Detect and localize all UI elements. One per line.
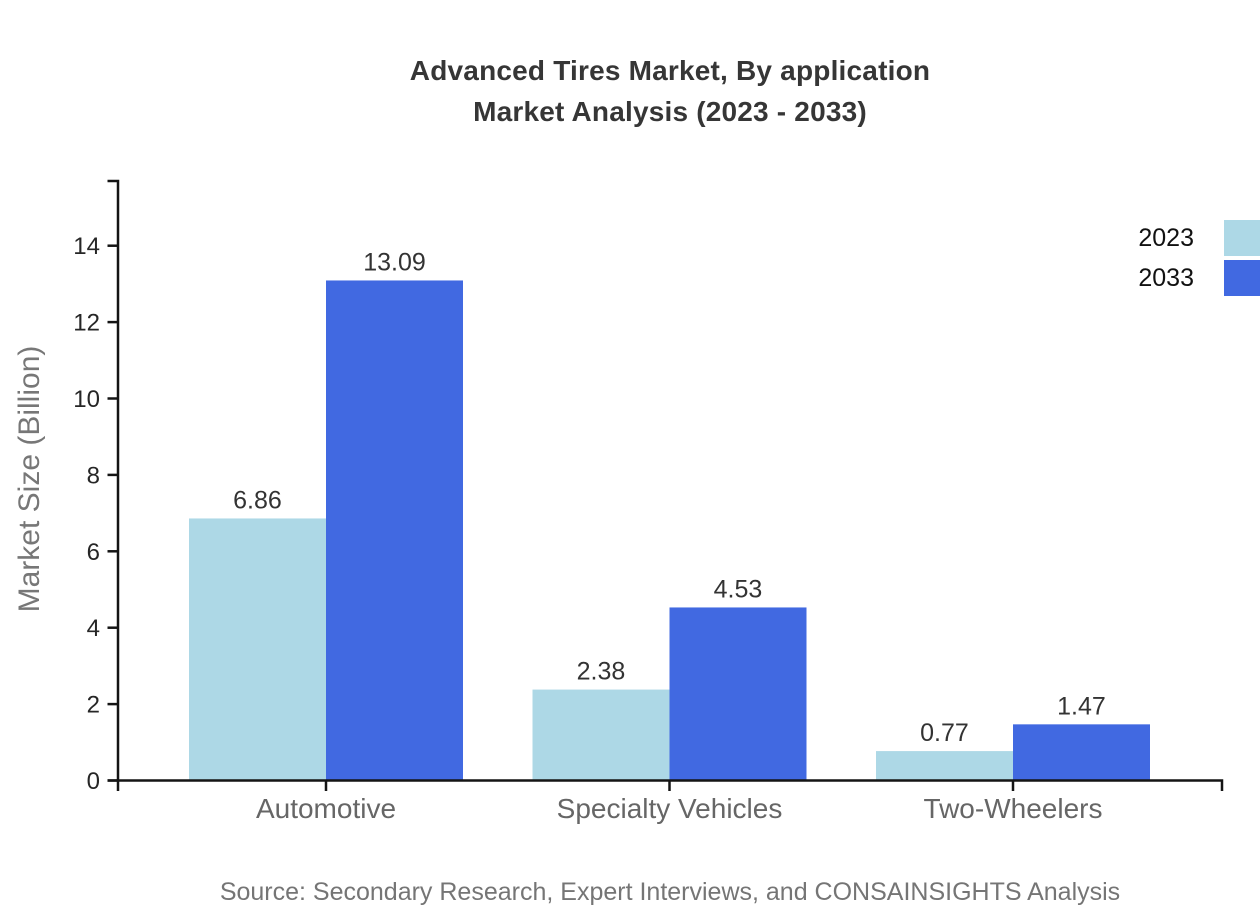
bar-2023-automotive (189, 518, 326, 781)
bar-2023-two-wheelers (876, 751, 1013, 781)
value-label-2023-automotive: 6.86 (233, 486, 282, 514)
chart-title-line2: Market Analysis (2023 - 2033) (473, 96, 867, 127)
bar-2033-specialty-vehicles (669, 607, 807, 781)
y-tick-label-2: 2 (87, 692, 100, 719)
x-axis-line (116, 779, 1224, 791)
chart-title-line1: Advanced Tires Market, By application (409, 55, 931, 86)
legend-label-2023: 2023 (1138, 223, 1194, 252)
value-label-2023-two-wheelers: 0.77 (920, 719, 969, 747)
legend-item-2023: 2023 (1138, 220, 1260, 256)
chart-legend: 2023 2033 (1138, 220, 1260, 296)
y-tick-label-4: 4 (87, 615, 100, 642)
y-tick-label-10: 10 (73, 386, 100, 413)
y-tick-label-8: 8 (87, 462, 100, 489)
bar-2033-automotive (326, 280, 463, 781)
x-tick-label-specialty-vehicles: Specialty Vehicles (557, 793, 783, 824)
bar-2023-specialty-vehicles (532, 689, 670, 781)
value-label-2033-two-wheelers: 1.47 (1057, 692, 1106, 720)
y-tick-label-12: 12 (73, 310, 100, 337)
value-label-2033-specialty-vehicles: 4.53 (714, 575, 763, 603)
value-label-2033-automotive: 13.09 (363, 248, 426, 276)
legend-label-2033: 2033 (1138, 263, 1194, 292)
legend-swatch-2023 (1224, 220, 1260, 256)
bar-2033-two-wheelers (1013, 724, 1150, 781)
y-tick-label-0: 0 (87, 768, 100, 795)
chart-title: Advanced Tires Market, By application Ma… (118, 50, 1222, 132)
legend-swatch-2033 (1224, 260, 1260, 296)
y-tick-label-14: 14 (73, 233, 100, 260)
source-note: Source: Secondary Research, Expert Inter… (219, 878, 1121, 906)
value-label-2023-specialty-vehicles: 2.38 (577, 658, 626, 686)
legend-item-2033: 2033 (1138, 260, 1260, 296)
y-tick-label-6: 6 (87, 539, 100, 566)
x-tick-label-two-wheelers: Two-Wheelers (924, 793, 1103, 824)
x-tick-label-automotive: Automotive (256, 793, 396, 824)
y-axis-line (107, 179, 120, 782)
